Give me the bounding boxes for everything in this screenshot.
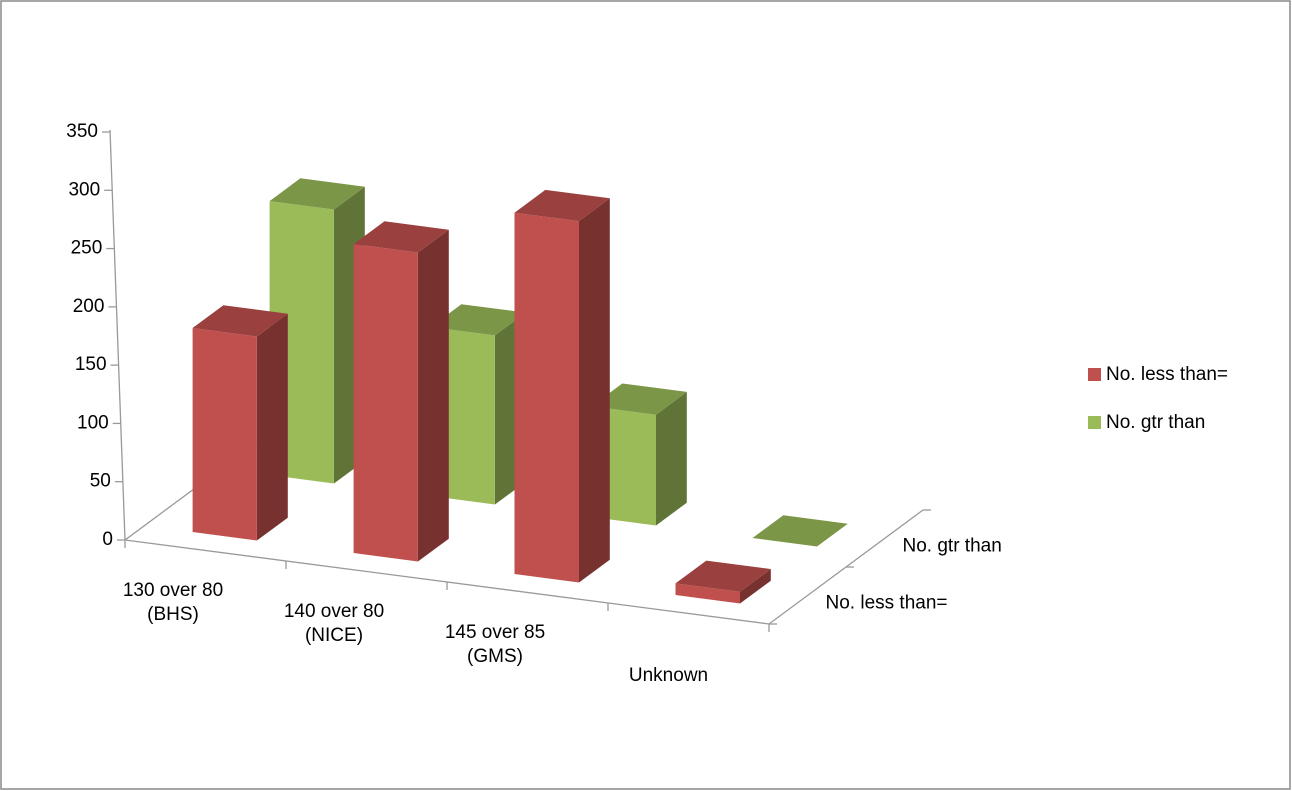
bar-front [675,583,740,604]
bar-front [353,244,418,562]
bar-top [675,560,771,592]
bar-top [269,178,365,210]
y-tick-label: 350 [66,121,98,142]
y-tick-label: 100 [77,412,109,433]
bar-side [417,229,449,562]
depth-label: No. gtr than [903,536,1002,557]
x-tick-label: 140 over 80 (NICE) [283,600,385,646]
y-tick-label: 300 [68,179,100,200]
legend-swatch [1088,416,1101,429]
y-axis [109,129,126,541]
bar-top [430,304,526,336]
y-tick-label: 200 [73,296,105,317]
bar [192,305,288,541]
bar-front [514,212,579,583]
y-tick-label: 50 [90,471,111,492]
bar [752,515,848,547]
bar-top [192,305,288,337]
legend-swatch [1088,368,1101,381]
x-tick-label: 130 over 80 (BHS) [122,579,224,625]
legend-label: No. gtr than [1106,412,1205,433]
bar-top [514,189,610,222]
bar [514,189,610,583]
y-tick-label: 150 [75,354,107,375]
bar-side [740,569,771,604]
depth-label: No. less than= [826,593,948,614]
bar-side [256,313,288,541]
x-tick-label: Unknown [628,664,709,686]
bar-top [353,221,449,253]
bar-top [752,515,848,547]
bar [675,560,771,604]
bar-front [192,328,257,541]
x-tick-label: 145 over 85 (GMS) [444,621,546,667]
y-tick-label: 250 [71,238,103,259]
bar-top [591,383,687,415]
y-tick-label: 0 [102,529,113,550]
bar-side [656,391,687,526]
legend-label: No. less than= [1106,364,1228,385]
bar [353,221,449,562]
bar-side [579,198,610,583]
